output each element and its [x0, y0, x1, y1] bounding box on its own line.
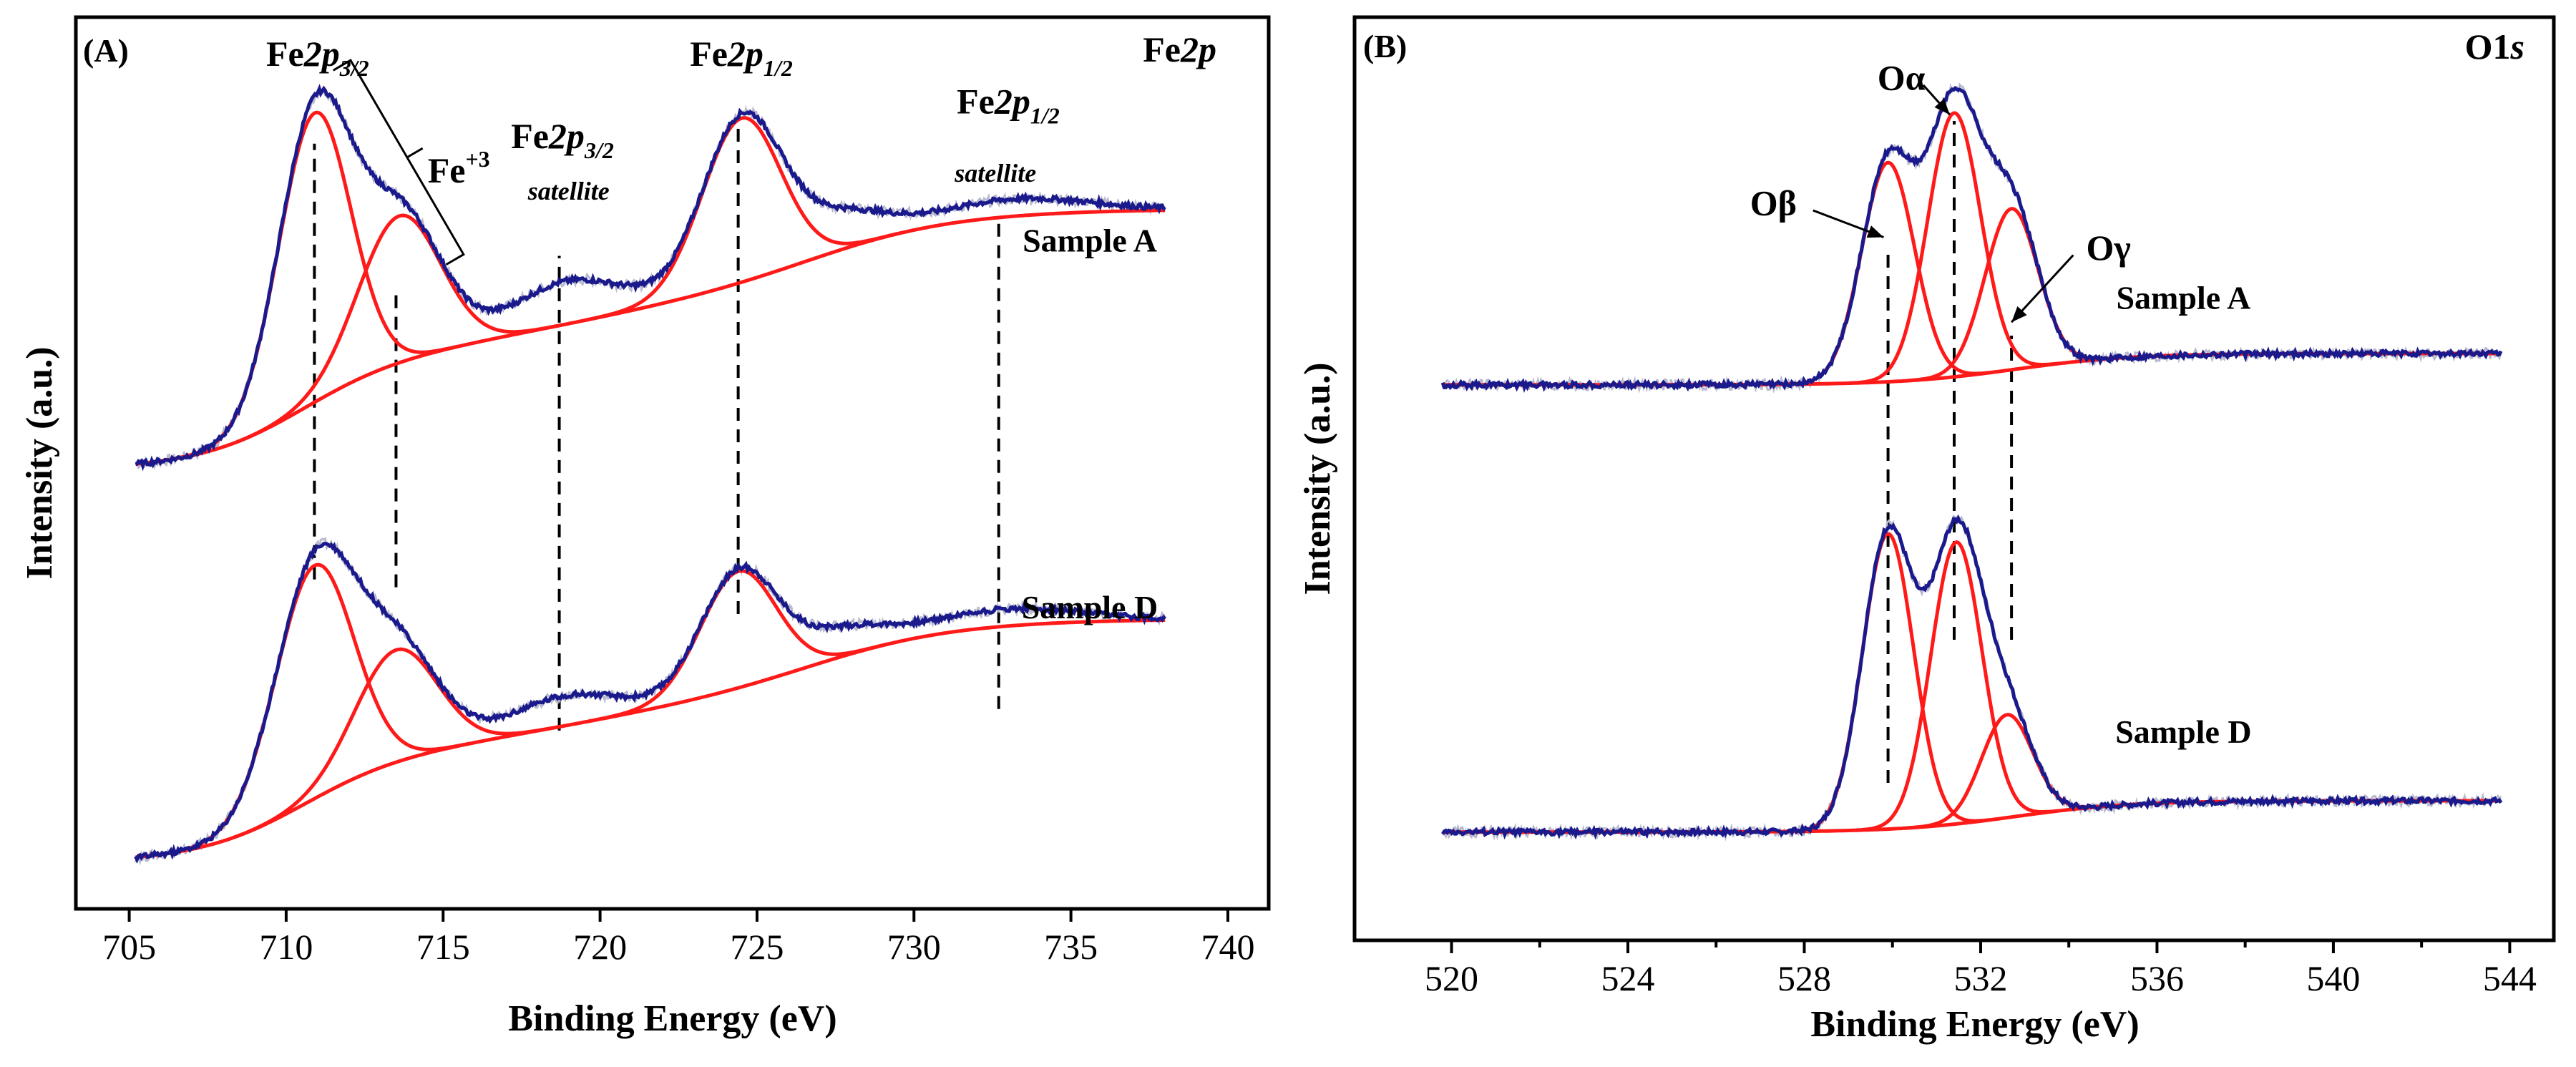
- raw-data-line: [1442, 514, 2502, 842]
- envelope-line: [135, 84, 1166, 472]
- fit-component-line: [1849, 111, 2060, 385]
- background-line: [1443, 351, 2502, 387]
- x-tick-label: 715: [416, 927, 470, 967]
- x-tick-label: 524: [1601, 958, 1655, 998]
- panel-b-corner-label: O1s: [2465, 26, 2524, 67]
- fit-component-line: [1855, 540, 2059, 832]
- x-tick-label: 540: [2306, 958, 2360, 998]
- panel-a-sample-d-label: Sample D: [1022, 589, 1158, 625]
- annotation-fe2p12: Fe2p1/2: [690, 34, 793, 81]
- annotation-fe2p32-satellite-sub: 3/2: [584, 137, 614, 163]
- panel-b-x-axis-title: Binding Energy (eV): [1810, 1004, 2139, 1045]
- annotation-fe3: Fe+3: [428, 146, 490, 190]
- x-tick-label: 705: [102, 927, 156, 967]
- annotation-fe2p32-sub: 3/2: [339, 55, 369, 81]
- background-line: [135, 618, 1166, 859]
- annotation-fe2p32-satellite: Fe2p3/2: [511, 116, 614, 163]
- panel-b-sample-d-label: Sample D: [2115, 713, 2251, 750]
- x-tick-label: 720: [573, 927, 627, 967]
- annotation-o-beta: Oβ: [1750, 182, 1797, 223]
- annotation-o-alpha: Oα: [1878, 57, 1926, 97]
- x-tick-label: 528: [1777, 958, 1831, 998]
- panel-a-x-axis-title: Binding Energy (eV): [508, 998, 836, 1039]
- panel-a-frame: [74, 15, 1271, 911]
- fit-component-line: [236, 213, 563, 444]
- annotation-fe2p32: Fe2p3/2: [266, 34, 369, 81]
- arrow-head: [1866, 225, 1884, 238]
- panel-b-sample-a-label: Sample A: [2116, 280, 2250, 316]
- panel-a-fe2p: 705 710 715 720 725 730 735 740 (A) Fe2p Fe2p3/…: [19, 15, 1271, 1039]
- x-tick-label: 536: [2130, 958, 2184, 998]
- annotation-fe2p32-main: Fe: [266, 34, 304, 74]
- background-line: [135, 208, 1166, 466]
- annotation-fe2p32-emph: 2p: [303, 34, 340, 74]
- x-tick-label: 710: [259, 927, 313, 967]
- annotation-fe2p32-satellite-note: satellite: [527, 177, 610, 205]
- x-tick-label: 740: [1201, 927, 1254, 967]
- x-tick-label: 725: [730, 927, 784, 967]
- raw-data-line: [1441, 82, 2502, 394]
- annotation-fe2p32-satellite-emph: 2p: [548, 116, 585, 156]
- panel-a-x-ticks: 705 710 715 720 725 730 735 740: [102, 909, 1254, 967]
- annotation-fe2p12-sub: 1/2: [763, 55, 793, 81]
- fit-component-line: [588, 569, 889, 723]
- fit-component-line: [233, 647, 560, 839]
- annotation-fe2p12-emph: 2p: [727, 34, 763, 74]
- arrow-head: [1934, 98, 1950, 115]
- x-tick-label: 544: [2483, 958, 2537, 998]
- arrow-head: [2011, 306, 2027, 323]
- panel-a-tag: (A): [83, 32, 129, 69]
- panel-b-corner-emph: s: [2510, 26, 2524, 67]
- annotation-fe3-sup: +3: [465, 146, 489, 172]
- annotation-fe2p12-satellite-note: satellite: [954, 159, 1036, 187]
- annotation-fe2p12-satellite-main: Fe: [957, 82, 995, 122]
- x-tick-label: 735: [1044, 927, 1098, 967]
- annotation-o-gamma: Oγ: [2087, 228, 2131, 268]
- x-tick-label: 532: [1953, 958, 2007, 998]
- panel-b-o1s: 520 524 528 532 536 540 544 (B) O1s Oα Oβ Oγ S…: [1297, 15, 2556, 1045]
- panel-b-frame: [1352, 15, 2556, 942]
- fe3-bracket: [332, 59, 465, 265]
- x-tick-label: 520: [1425, 958, 1478, 998]
- envelope-line: [1441, 514, 2503, 840]
- envelope-line: [134, 542, 1167, 864]
- x-tick-label: 730: [887, 927, 941, 967]
- panel-a-corner-label: Fe2p: [1143, 29, 1216, 69]
- panel-b-y-axis-title: Intensity (a.u.): [1297, 362, 1338, 595]
- annotation-fe2p12-satellite-emph: 2p: [994, 82, 1030, 122]
- annotation-fe2p12-main: Fe: [690, 34, 728, 74]
- panel-b-tag: (B): [1363, 28, 1407, 64]
- panel-b-x-ticks: 520 524 528 532 536 540 544: [1425, 940, 2537, 998]
- annotation-fe2p12-satellite-sub: 1/2: [1030, 103, 1060, 129]
- panel-a-y-axis-title: Intensity (a.u.): [19, 346, 60, 579]
- panel-b-corner-main: O1: [2465, 26, 2511, 67]
- annotation-fe2p32-satellite-main: Fe: [511, 116, 549, 156]
- panel-a-corner-main: Fe: [1143, 29, 1181, 69]
- panel-a-corner-emph: 2p: [1180, 29, 1216, 69]
- fit-component-line: [157, 562, 472, 857]
- annotation-fe3-main: Fe: [428, 150, 466, 190]
- panel-b-plot-area: [1440, 82, 2503, 842]
- panel-a-plot-area: [134, 59, 1167, 866]
- panel-a-sample-a-label: Sample A: [1023, 223, 1157, 259]
- annotation-fe2p12-satellite: Fe2p1/2: [957, 82, 1060, 129]
- envelope-line: [1440, 85, 2503, 393]
- fit-component-line: [585, 116, 898, 322]
